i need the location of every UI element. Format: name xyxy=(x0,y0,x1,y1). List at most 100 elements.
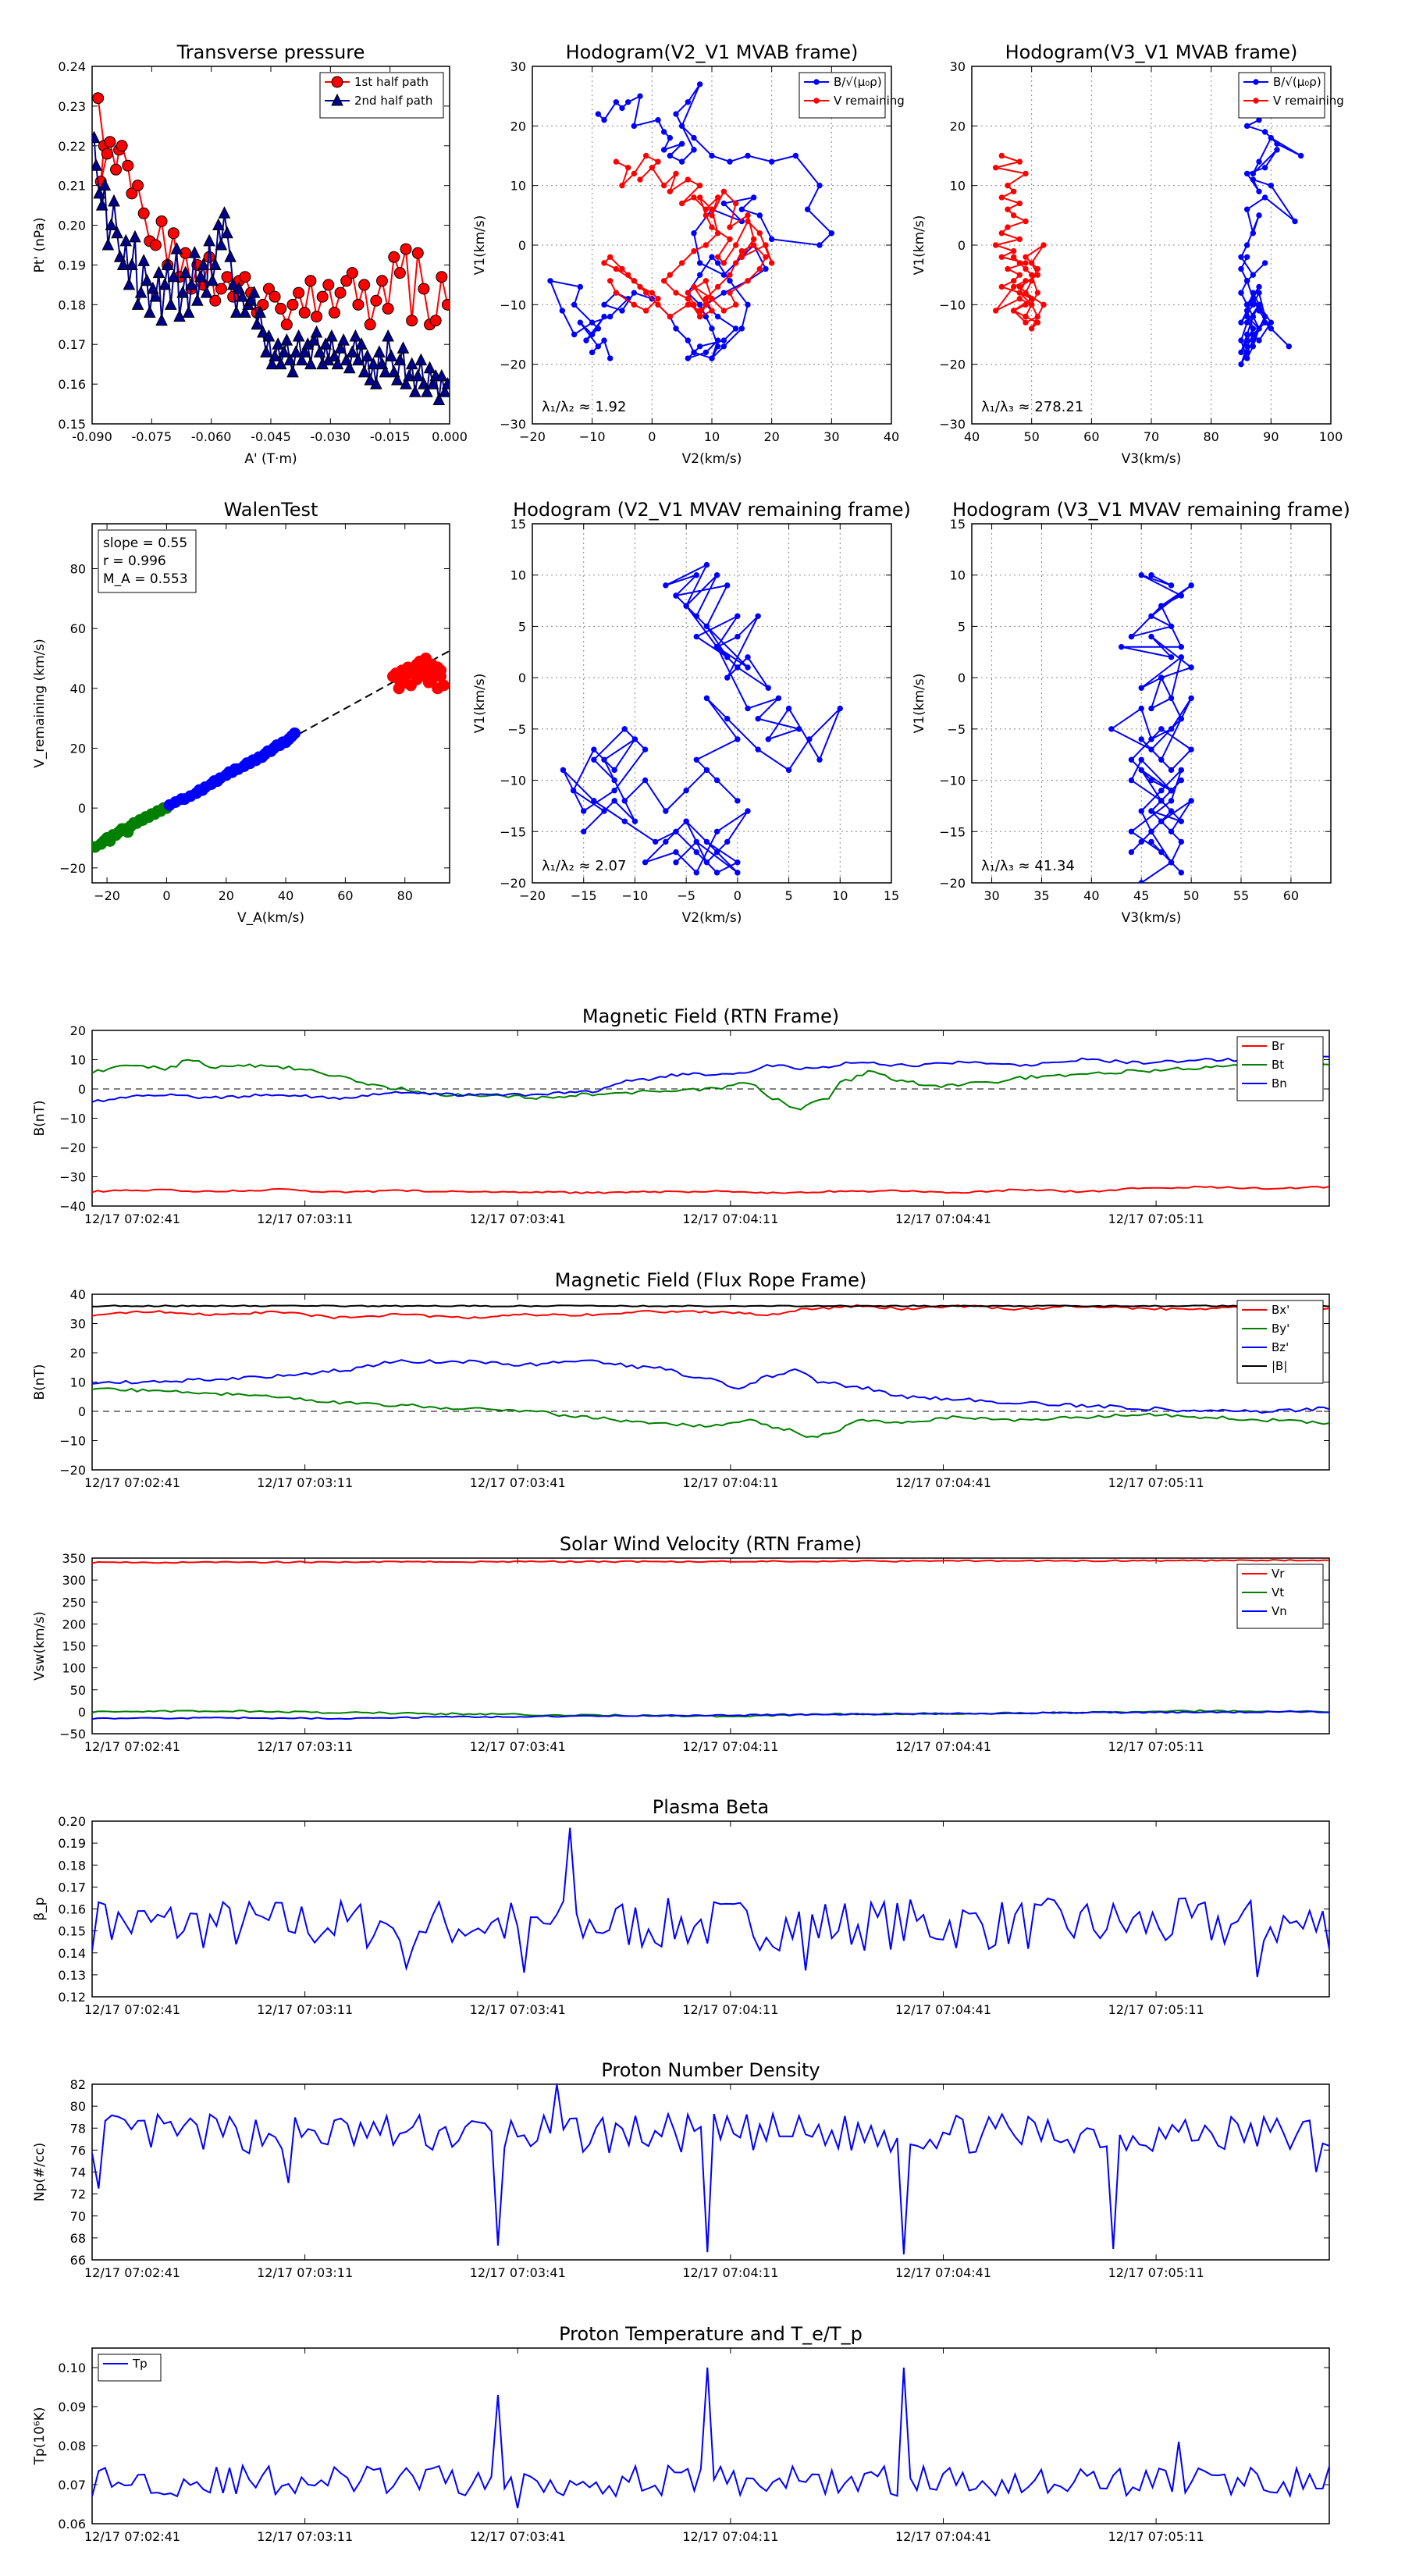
data-point xyxy=(1010,188,1017,195)
data-point xyxy=(1178,716,1185,722)
chart-h4: 30 35 40 45 50 55 60 −20 −15 −10 −5 0 5 10 15Hodogram … xyxy=(912,499,1350,926)
data-point xyxy=(693,756,699,763)
data-point xyxy=(703,859,710,866)
data-point xyxy=(745,664,751,671)
data-point xyxy=(667,313,674,320)
data-point xyxy=(364,372,377,386)
legend: B/√(μ₀ρ) V remaining xyxy=(799,72,905,119)
data-point xyxy=(702,212,710,219)
data-point xyxy=(1034,313,1041,320)
data-point xyxy=(663,582,669,589)
x-tick-label: 12/17 07:03:11 xyxy=(257,2265,353,2280)
data-point xyxy=(1034,319,1041,326)
data-point xyxy=(577,319,584,326)
data-point xyxy=(405,357,418,370)
data-point xyxy=(1138,756,1144,763)
data-point xyxy=(619,308,625,314)
data-point xyxy=(619,182,625,189)
data-point xyxy=(357,365,371,378)
data-point xyxy=(209,294,222,307)
data-point xyxy=(583,337,589,343)
data-point xyxy=(1286,343,1293,350)
data-point xyxy=(756,265,763,272)
data-point xyxy=(1297,152,1304,159)
data-point xyxy=(1016,236,1023,243)
data-point xyxy=(1250,290,1257,296)
data-point xyxy=(624,99,631,105)
data-point xyxy=(732,242,739,248)
y-tick-label: 0.16 xyxy=(58,377,86,392)
y-tick-label: 0.09 xyxy=(58,2400,86,2414)
y-tick-label: 0 xyxy=(78,1082,86,1097)
x-tick-label: 12/17 07:04:41 xyxy=(895,2265,991,2280)
x-tick-label: 12/17 07:03:11 xyxy=(257,1212,353,1226)
data-point xyxy=(595,343,602,350)
chart-title: Plasma Beta xyxy=(653,1796,769,1818)
y-tick-label: −10 xyxy=(59,1434,86,1449)
y-tick-label: 200 xyxy=(62,1617,86,1631)
data-point xyxy=(709,308,715,314)
x-tick-label: 12/17 07:03:11 xyxy=(257,1475,353,1490)
data-point xyxy=(1040,301,1047,308)
data-point xyxy=(289,727,301,739)
x-tick-label: 45 xyxy=(1133,888,1149,903)
data-point xyxy=(673,326,679,332)
data-point xyxy=(745,218,751,225)
y-tick-label: −20 xyxy=(939,876,966,891)
data-point xyxy=(411,368,425,382)
data-point xyxy=(785,705,792,712)
y-tick-label: 0 xyxy=(78,1705,86,1720)
data-point xyxy=(998,230,1005,237)
data-point xyxy=(280,318,293,331)
data-point xyxy=(571,301,578,308)
y-axis-label: Np(#/cc) xyxy=(32,2143,48,2201)
data-point xyxy=(361,349,374,361)
data-point xyxy=(215,283,227,295)
data-point xyxy=(126,258,138,270)
data-point xyxy=(727,224,733,230)
data-point xyxy=(441,298,450,311)
x-tick-label: 12/17 07:04:41 xyxy=(895,2529,991,2544)
data-point xyxy=(724,582,731,589)
data-point xyxy=(265,357,279,370)
data-point xyxy=(1016,158,1023,165)
data-point xyxy=(1243,301,1250,308)
legend-box xyxy=(1236,1300,1324,1384)
chart-h2: 40 50 60 70 80 90 100 −30 −20 −10 0 10 20 30 Hodogram(… xyxy=(912,41,1344,467)
x-tick-label: 40 xyxy=(884,429,899,444)
data-point xyxy=(1118,644,1125,650)
x-tick-label: 12/17 07:04:41 xyxy=(895,1212,991,1226)
y-tick-label: 78 xyxy=(70,2121,86,2136)
data-point xyxy=(720,337,727,343)
chart-title: Proton Temperature and T_e/T_p xyxy=(559,2323,863,2345)
data-point xyxy=(738,206,745,212)
x-tick-label: -0.060 xyxy=(191,429,232,444)
data-point xyxy=(286,365,299,378)
data-point xyxy=(397,341,410,354)
y-tick-label: 20 xyxy=(70,1346,86,1361)
annotation-text: λ₁/λ₃ ≈ 278.21 xyxy=(981,399,1083,415)
series-line-0 xyxy=(1109,574,1193,883)
y-axis-label: V1(km/s) xyxy=(472,674,488,734)
data-point xyxy=(308,333,320,346)
data-point xyxy=(691,134,697,141)
data-point xyxy=(1250,272,1257,278)
y-tick-label: 0.21 xyxy=(58,179,86,194)
data-point xyxy=(295,353,308,366)
data-point xyxy=(755,746,761,753)
y-tick-label: 30 xyxy=(70,1317,86,1332)
y-tick-label: 10 xyxy=(950,179,966,194)
y-tick-label: 0 xyxy=(958,671,966,685)
data-point xyxy=(425,673,438,685)
data-point xyxy=(1128,633,1135,640)
data-point xyxy=(621,726,628,732)
y-tick-label: −50 xyxy=(59,1727,86,1742)
data-point xyxy=(253,751,265,763)
data-point xyxy=(298,345,311,358)
data-point xyxy=(785,767,792,774)
chart-title: Transverse pressure xyxy=(176,41,365,63)
data-point xyxy=(208,258,222,270)
data-point xyxy=(1243,254,1250,260)
plot-frame xyxy=(91,1820,1330,1998)
data-point xyxy=(1261,165,1268,171)
